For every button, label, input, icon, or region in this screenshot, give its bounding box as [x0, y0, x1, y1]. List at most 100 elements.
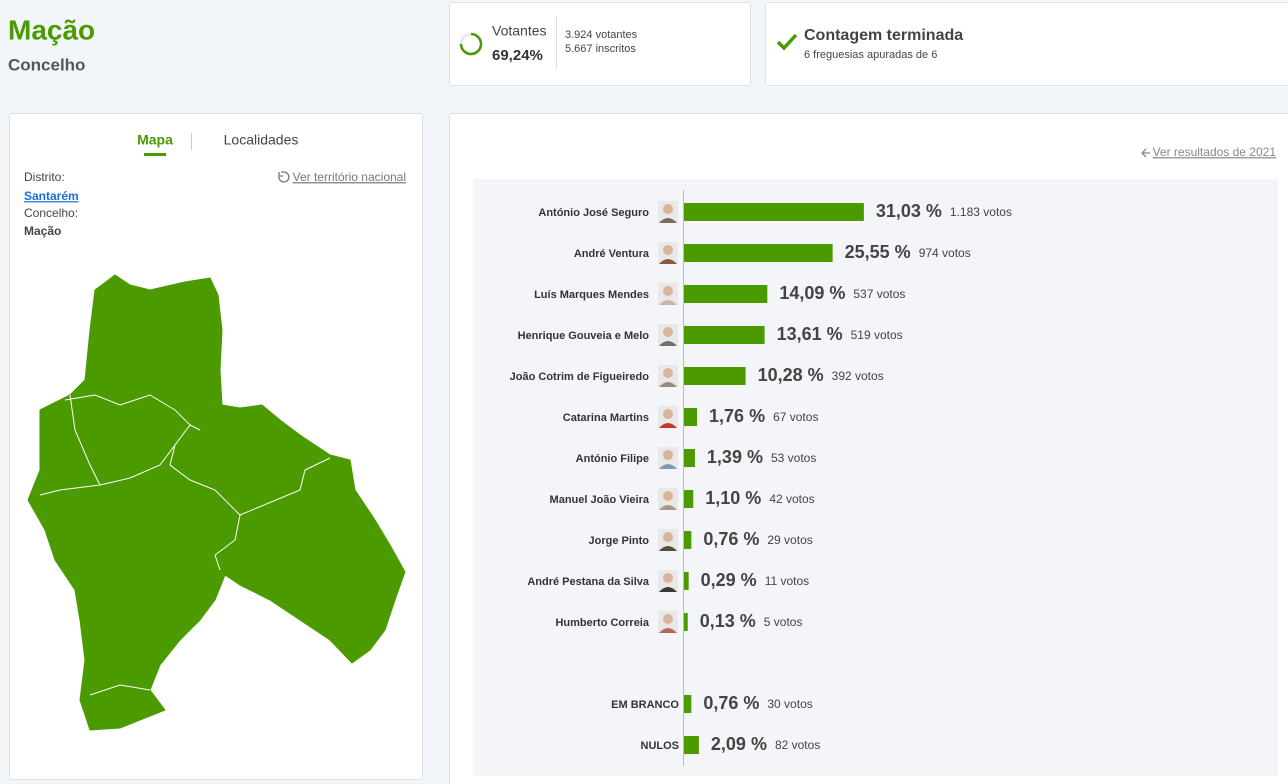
- turnout-label: Votantes: [492, 23, 547, 39]
- votes-label: 42 votos: [769, 492, 814, 506]
- avatar-body: [659, 505, 677, 510]
- candidate-name: João Cotrim de Figueiredo: [510, 371, 650, 383]
- turnout-card: [449, 2, 751, 86]
- avatar-head: [663, 245, 673, 255]
- avatar-body: [659, 300, 677, 305]
- results-rows: António José Seguro 31,03 % 1.183 votos And…: [510, 201, 1012, 754]
- avatar-body: [659, 628, 677, 633]
- tab-underline: [144, 153, 166, 156]
- candidate-name: Manuel João Vieira: [550, 494, 650, 506]
- bar: [684, 367, 746, 385]
- candidate-name: Jorge Pinto: [588, 535, 649, 547]
- bar: [684, 244, 833, 262]
- candidate-name: Humberto Correia: [555, 617, 649, 629]
- avatar-head: [663, 614, 673, 624]
- municipality: Mação: [24, 224, 61, 238]
- percent-label: 0,29 %: [701, 570, 757, 590]
- percent-label: 2,09 %: [711, 734, 767, 754]
- candidate-name: Catarina Martins: [563, 412, 649, 424]
- avatar-head: [663, 573, 673, 583]
- votes-label: 1.183 votos: [950, 205, 1012, 219]
- candidate-name: EM BRANCO: [611, 699, 679, 711]
- avatar-body: [659, 464, 677, 469]
- votes-label: 30 votos: [767, 697, 812, 711]
- percent-label: 31,03 %: [876, 201, 942, 221]
- previous-link[interactable]: Ver resultados de 2021: [1153, 145, 1277, 159]
- turnout-ring-progress: [459, 32, 483, 56]
- candidate-name: NULOS: [641, 740, 680, 752]
- avatar-head: [663, 450, 673, 460]
- national-link[interactable]: Ver território nacional: [293, 170, 406, 184]
- percent-label: 0,76 %: [703, 693, 759, 713]
- turnout-value: 69,24%: [492, 47, 543, 64]
- municipality-shape[interactable]: [27, 274, 406, 731]
- title: Mação: [8, 14, 95, 45]
- registered: 5.667 inscritos: [565, 43, 636, 55]
- avatar-head: [663, 532, 673, 542]
- votes-label: 11 votos: [765, 574, 809, 588]
- status-card: [765, 2, 1288, 86]
- bar: [684, 408, 698, 426]
- avatar-body: [659, 382, 677, 387]
- avatar-body: [659, 587, 677, 592]
- results-box: [473, 179, 1278, 776]
- parish-borders: [39, 394, 331, 696]
- votes-label: 519 votos: [851, 328, 903, 342]
- status-detail: 6 freguesias apuradas de 6: [804, 49, 937, 61]
- bar: [684, 736, 699, 754]
- bar: [684, 285, 768, 303]
- avatar-body: [659, 341, 677, 346]
- bar: [684, 490, 694, 508]
- undo-icon: [278, 171, 290, 183]
- percent-label: 1,39 %: [707, 447, 763, 467]
- avatar-body: [659, 546, 677, 551]
- candidate-name: Henrique Gouveia e Melo: [518, 330, 650, 342]
- bar: [684, 531, 692, 549]
- municipality-label: Concelho:: [24, 206, 78, 220]
- subtitle: Concelho: [8, 55, 85, 74]
- avatar-head: [663, 491, 673, 501]
- percent-label: 13,61 %: [777, 324, 843, 344]
- votes-label: 392 votos: [832, 369, 884, 383]
- candidate-name: António José Seguro: [538, 207, 649, 219]
- bar: [684, 572, 689, 590]
- percent-label: 25,55 %: [845, 242, 911, 262]
- bar: [684, 613, 688, 631]
- avatar-body: [659, 423, 677, 428]
- bar: [684, 326, 765, 344]
- tab-map[interactable]: Mapa: [137, 132, 173, 148]
- percent-label: 1,10 %: [705, 488, 761, 508]
- voters: 3.924 votantes: [565, 29, 638, 41]
- avatar-head: [663, 327, 673, 337]
- votes-label: 5 votos: [764, 615, 803, 629]
- avatar-head: [663, 409, 673, 419]
- votes-label: 82 votos: [775, 738, 820, 752]
- avatar-body: [659, 218, 677, 223]
- check-icon: [776, 33, 798, 51]
- percent-label: 0,13 %: [700, 611, 756, 631]
- candidate-name: André Ventura: [574, 248, 650, 260]
- tab-localities[interactable]: Localidades: [224, 132, 299, 148]
- candidate-name: André Pestana da Silva: [527, 576, 650, 588]
- bar: [684, 449, 695, 467]
- avatar-head: [663, 368, 673, 378]
- votes-label: 974 votos: [919, 246, 971, 260]
- map: [27, 274, 406, 731]
- votes-label: 67 votos: [773, 410, 818, 424]
- candidate-name: António Filipe: [576, 453, 649, 465]
- district-label: Distrito:: [24, 170, 65, 184]
- percent-label: 1,76 %: [709, 406, 765, 426]
- candidate-name: Luís Marques Mendes: [534, 289, 649, 301]
- percent-label: 0,76 %: [703, 529, 759, 549]
- avatar-head: [663, 204, 673, 214]
- percent-label: 14,09 %: [779, 283, 845, 303]
- votes-label: 29 votos: [767, 533, 812, 547]
- district-link[interactable]: Santarém: [24, 189, 79, 203]
- avatar-body: [659, 259, 677, 264]
- votes-label: 537 votos: [853, 287, 905, 301]
- avatar-head: [663, 286, 673, 296]
- bar: [684, 203, 864, 221]
- bar: [684, 695, 692, 713]
